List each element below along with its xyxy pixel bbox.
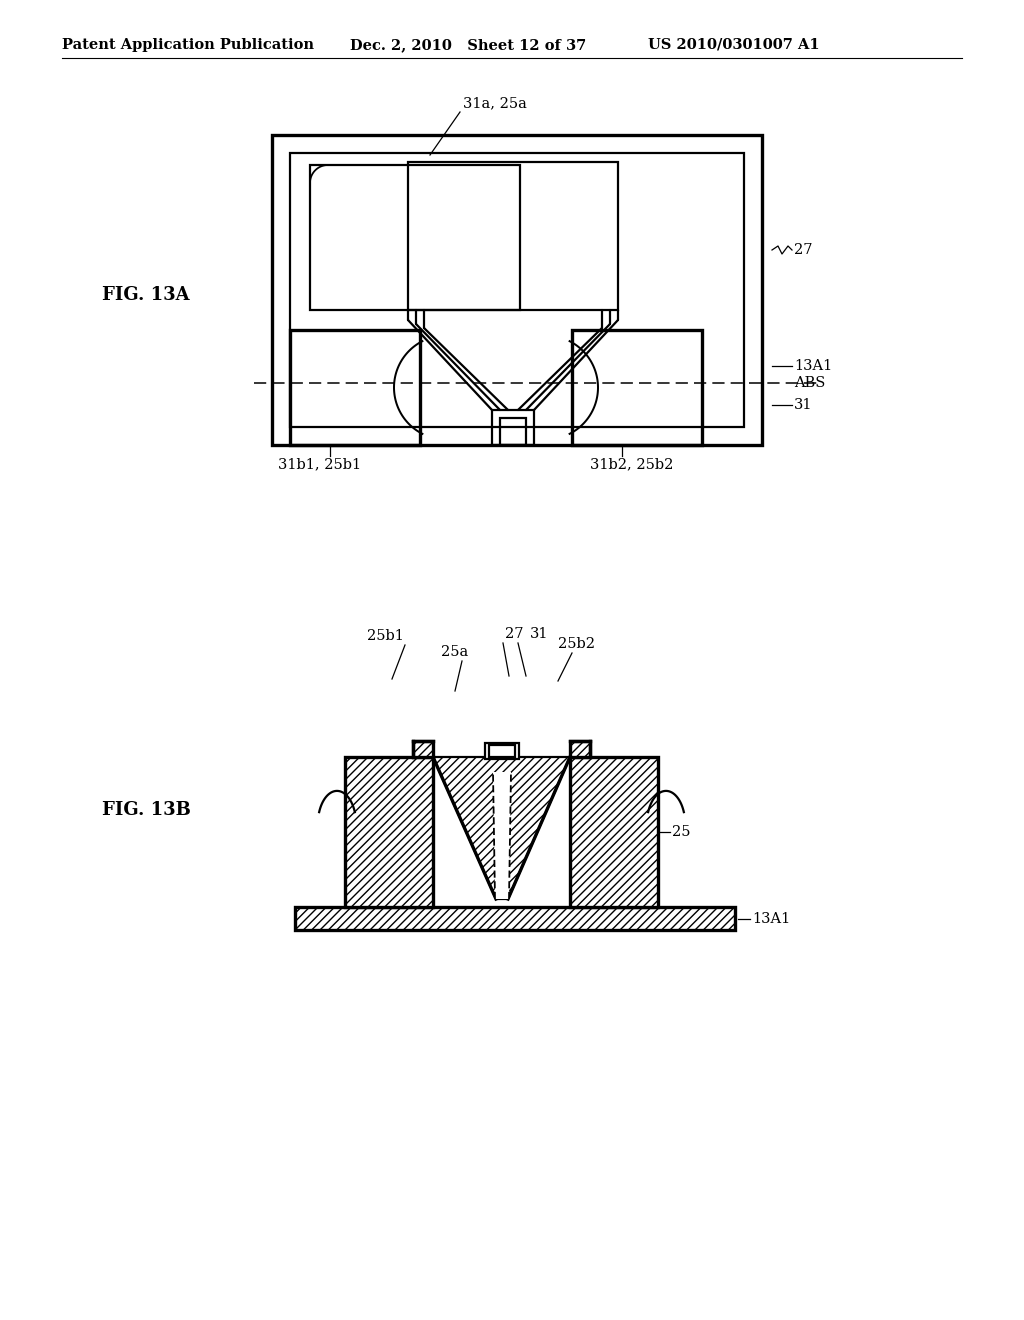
Text: 31a, 25a: 31a, 25a [463,96,527,110]
Polygon shape [493,772,511,899]
Bar [413,741,433,756]
Text: Dec. 2, 2010   Sheet 12 of 37: Dec. 2, 2010 Sheet 12 of 37 [350,38,587,51]
Text: 25b2: 25b2 [558,638,595,651]
Bar [295,907,735,931]
Text: 25b1: 25b1 [367,630,403,643]
Bar [570,741,590,756]
Bar [408,162,618,310]
Polygon shape [433,756,570,899]
Text: 13A1: 13A1 [752,912,791,927]
Bar [500,418,526,445]
Text: 31: 31 [794,399,812,412]
Text: FIG. 13A: FIG. 13A [102,286,189,304]
Bar [570,756,658,907]
Text: 25: 25 [672,825,690,840]
Bar [413,741,433,756]
Bar [290,153,744,426]
Bar [310,165,520,310]
Bar [272,135,762,445]
Text: US 2010/0301007 A1: US 2010/0301007 A1 [648,38,819,51]
Bar [572,330,702,445]
Text: 27: 27 [794,243,812,257]
Text: 13A1: 13A1 [794,359,833,374]
Text: 31b1, 25b1: 31b1, 25b1 [279,457,361,471]
Text: Patent Application Publication: Patent Application Publication [62,38,314,51]
Text: 25a: 25a [441,645,469,659]
Bar [492,411,534,445]
Bar [489,744,515,756]
Bar [345,756,433,907]
Text: FIG. 13B: FIG. 13B [102,801,190,818]
Text: ABS: ABS [794,376,825,389]
Text: 31b2, 25b2: 31b2, 25b2 [590,457,674,471]
Text: 27: 27 [505,627,523,642]
Text: 31: 31 [530,627,549,642]
Bar [290,330,420,445]
Bar [570,741,590,756]
Bar [485,743,519,759]
